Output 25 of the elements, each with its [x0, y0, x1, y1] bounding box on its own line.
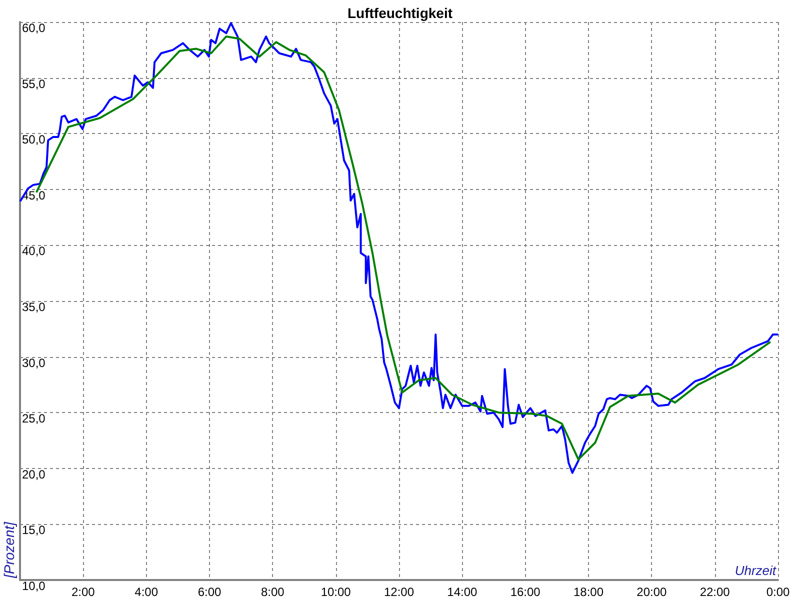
y-tick-label: 40,0 — [22, 244, 46, 258]
x-tick-label: 12:00 — [384, 585, 414, 599]
y-tick-label: 50,0 — [22, 132, 46, 147]
x-tick-label: 0:00 — [766, 585, 790, 599]
y-tick-label: 15,0 — [22, 523, 46, 538]
y-tick-label: 25,0 — [22, 412, 46, 426]
x-tick-label: 6:00 — [198, 585, 222, 599]
y-tick-label: 60,0 — [22, 21, 46, 35]
x-tick-label: 4:00 — [134, 585, 158, 599]
chart-title: Luftfeuchtigkeit — [348, 5, 453, 21]
y-tick-label: 55,0 — [22, 76, 46, 91]
x-tick-label: 14:00 — [447, 585, 478, 599]
y-tick-label: 10,0 — [22, 579, 46, 593]
x-tick-label: 16:00 — [510, 585, 541, 599]
x-tick-label: 10:00 — [320, 585, 352, 599]
y-tick-label: 20,0 — [22, 467, 46, 482]
y-axis-title: [Prozent] — [1, 520, 17, 579]
x-tick-label: 22:00 — [700, 585, 730, 599]
x-tick-label: 18:00 — [573, 585, 604, 599]
x-tick-label: 20:00 — [636, 585, 668, 599]
y-tick-label: 35,0 — [22, 300, 46, 314]
y-tick-label: 30,0 — [22, 356, 46, 370]
x-tick-label: 8:00 — [260, 585, 285, 599]
x-tick-label: 2:00 — [71, 585, 96, 599]
x-axis-title: Uhrzeit — [734, 563, 778, 578]
